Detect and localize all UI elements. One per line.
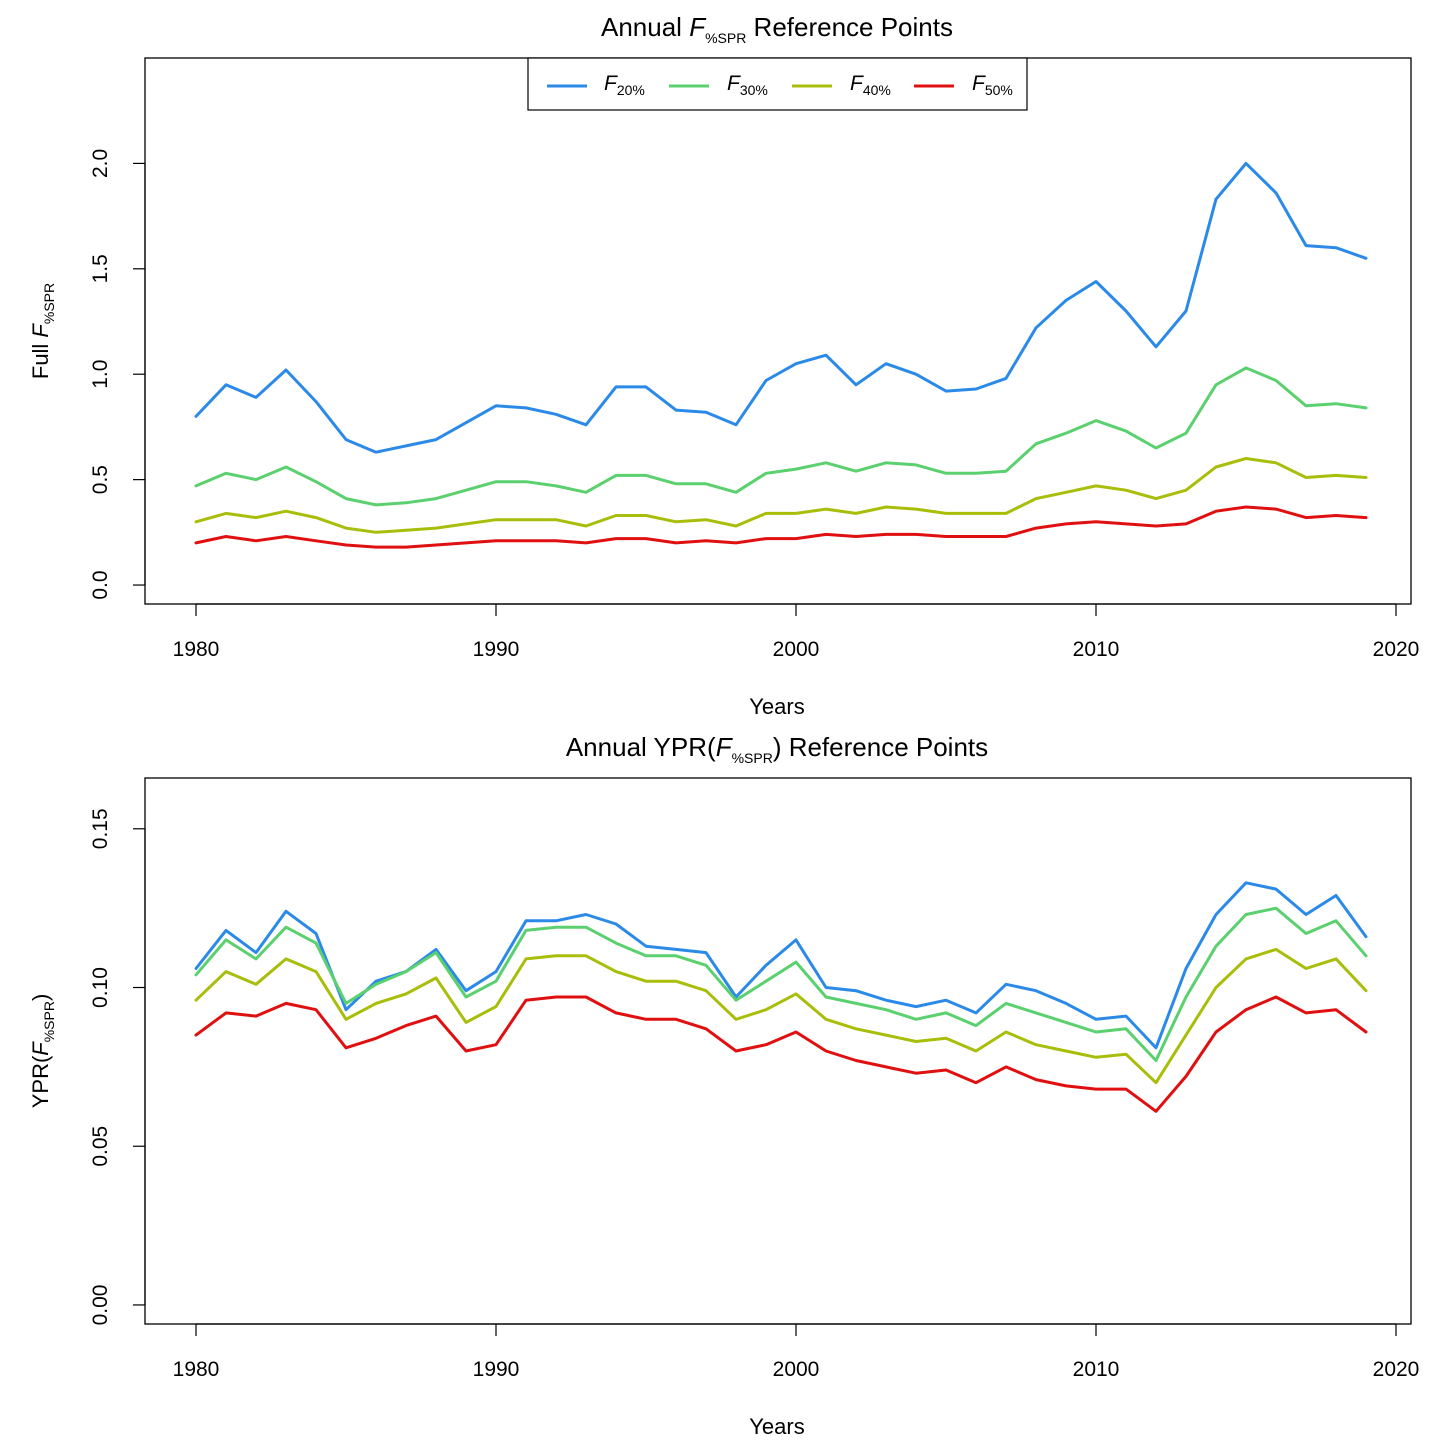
chart-title: Annual YPR(F%SPR) Reference Points [566, 732, 988, 766]
legend-box [527, 57, 1028, 111]
series-line-f30 [194, 366, 1368, 507]
plot-frame [144, 777, 1412, 1325]
x-tick-label: 2000 [773, 638, 820, 661]
y-axis-label: Full F%SPR [28, 283, 57, 379]
legend-entry-f40: F40% [792, 72, 891, 98]
tick-layer: 1980 1990 2000 2010 2020 0.0 0.5 1.0 1.5 2.0 [89, 149, 1419, 661]
series-line-f50 [194, 505, 1368, 549]
series-layer [194, 881, 1368, 1113]
series-line-f20 [194, 161, 1368, 454]
series-line-f20 [194, 881, 1368, 1050]
x-tick-label: 1980 [173, 1358, 220, 1381]
y-tick-label: 0.10 [89, 967, 112, 1008]
series-line-f40 [194, 947, 1368, 1085]
y-tick-label: 2.0 [89, 149, 112, 178]
y-axis-label: YPR(F%SPR) [28, 994, 57, 1109]
tick-layer: 1980 1990 2000 2010 2020 0.00 0.05 0.10 0.15 [89, 808, 1419, 1381]
y-tick-label: 0.15 [89, 808, 112, 849]
y-tick-label: 1.5 [89, 254, 112, 283]
legend-entry-f20: F20% [547, 72, 645, 98]
legend: F20% F30% F40% F50% [527, 57, 1028, 111]
y-tick-label: 0.5 [89, 465, 112, 494]
x-tick-label: 2010 [1073, 1358, 1120, 1381]
legend-label-f40: F40% [850, 72, 891, 98]
chart-title: Annual F%SPR Reference Points [601, 12, 953, 46]
legend-label-f50: F50% [972, 72, 1013, 98]
x-tick-label: 2020 [1373, 638, 1420, 661]
x-tick-label: 2020 [1373, 1358, 1420, 1381]
x-axis-label: Years [749, 1414, 804, 1439]
panel-ypr: Annual YPR(F%SPR) Reference Points 1980 1… [28, 732, 1419, 1439]
legend-label-f30: F30% [727, 72, 768, 98]
x-axis-label: Years [749, 694, 804, 719]
series-line-f30 [194, 906, 1368, 1062]
y-tick-label: 1.0 [89, 360, 112, 389]
plot-frame [144, 57, 1412, 605]
legend-entry-f30: F30% [669, 72, 768, 98]
series-line-f40 [194, 457, 1368, 534]
legend-entry-f50: F50% [914, 72, 1013, 98]
x-tick-label: 2010 [1073, 638, 1120, 661]
series-line-f50 [194, 995, 1368, 1113]
panel-f-spr: Annual F%SPR Reference Points 1980 1990 20… [28, 12, 1419, 719]
legend-label-f20: F20% [604, 72, 645, 98]
x-tick-label: 1990 [473, 1358, 520, 1381]
x-tick-label: 1980 [173, 638, 220, 661]
y-tick-label: 0.00 [89, 1285, 112, 1326]
y-tick-label: 0.05 [89, 1126, 112, 1167]
y-tick-label: 0.0 [89, 570, 112, 599]
series-layer [194, 161, 1368, 549]
x-tick-label: 2000 [773, 1358, 820, 1381]
x-tick-label: 1990 [473, 638, 520, 661]
